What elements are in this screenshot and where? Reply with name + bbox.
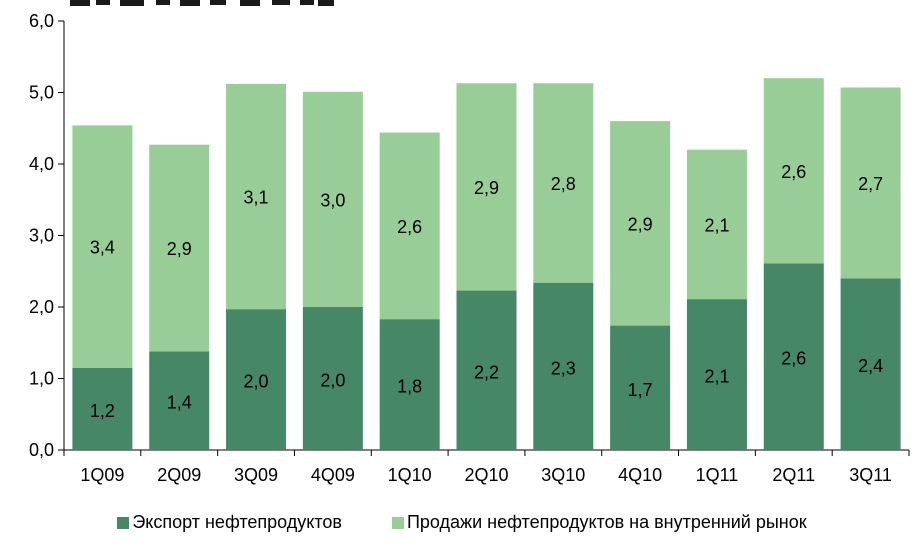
bar-domestic [763,78,824,264]
data-label-domestic: 2,9 [167,239,192,259]
bar-domestic [72,125,133,368]
bars [72,78,901,450]
data-label-domestic: 2,6 [397,217,422,237]
data-label-domestic: 3,4 [90,238,115,258]
bar-domestic [686,149,747,300]
data-label-domestic: 2,9 [474,178,499,198]
data-label-export: 1,4 [167,393,192,413]
y-tick-label: 6,0 [29,11,54,31]
legend-item-export: Экспорт нефтепродуктов [117,512,342,533]
legend: Экспорт нефтепродуктов Продажи нефтепрод… [0,512,924,533]
bar-export [149,351,210,450]
title-fragment-stroke [70,0,90,6]
bar-export [379,319,440,450]
data-label-export: 2,0 [320,371,345,391]
data-label-domestic: 2,9 [628,214,653,234]
data-label-domestic: 2,1 [704,215,729,235]
y-tick-label: 5,0 [29,83,54,103]
cropped-title-fragment [70,0,334,6]
bar-export [610,325,671,450]
title-fragment-stroke [210,0,226,5]
x-tick-label: 2Q09 [157,465,201,485]
legend-swatch-domestic [391,516,404,529]
y-tick-label: 2,0 [29,297,54,317]
bar-domestic [533,83,594,283]
bar-domestic [610,121,671,326]
legend-swatch-export [117,516,130,529]
data-labels: 1,2 3,4 1,4 2,9 2,0 3,1 2,0 3,0 1,8 2,6 2,2 2,9 2,3 2… [90,162,883,421]
title-fragment-stroke [300,0,314,5]
title-fragment-stroke [180,0,200,6]
x-tick-label: 4Q09 [311,465,355,485]
data-label-export: 2,6 [781,349,806,369]
bar-export [456,290,517,450]
y-tick-label: 3,0 [29,226,54,246]
y-tick-label: 0,0 [29,440,54,460]
bar-export [533,282,594,450]
data-label-export: 2,1 [704,367,729,387]
x-tick-label: 3Q09 [234,465,278,485]
title-fragment-stroke [96,0,110,5]
title-fragment-stroke [120,0,144,6]
title-fragment-stroke [318,0,334,6]
x-tick-label: 1Q10 [388,465,432,485]
title-fragment-stroke [156,0,170,5]
data-label-export: 2,4 [858,356,883,376]
bar-domestic [149,144,210,352]
title-fragment-stroke [240,0,260,6]
bar-export [840,278,901,450]
data-label-domestic: 2,7 [858,174,883,194]
bar-domestic [456,83,517,291]
data-label-export: 2,2 [474,362,499,382]
data-label-export: 2,3 [551,358,576,378]
data-label-domestic: 2,8 [551,174,576,194]
bar-domestic [226,83,287,310]
x-tick-label: 3Q11 [849,465,892,485]
axes: 0,0 1,0 2,0 3,0 4,0 5,0 6,0 1Q09 2Q09 3Q09 4Q09 1Q1… [29,11,910,485]
bar-export [302,307,363,450]
bar-export [72,367,133,450]
data-label-export: 1,7 [628,380,653,400]
x-tick-label: 3Q10 [541,465,585,485]
bar-domestic [840,87,901,279]
legend-label-domestic: Продажи нефтепродуктов на внутренний рын… [406,512,807,532]
legend-item-domestic: Продажи нефтепродуктов на внутренний рын… [391,512,807,533]
x-tick-label: 2Q10 [464,465,508,485]
title-fragment-stroke [272,0,290,5]
bar-domestic [302,91,363,307]
legend-label-export: Экспорт нефтепродуктов [132,512,342,532]
bar-export [686,299,747,450]
x-tick-label: 1Q11 [696,465,739,485]
x-tick-label: 1Q09 [80,465,124,485]
y-tick-label: 1,0 [29,369,54,389]
bar-export [763,263,824,450]
x-tick-label: 2Q11 [772,465,815,485]
data-label-export: 2,0 [244,372,269,392]
bar-export [226,309,287,450]
data-label-export: 1,8 [397,377,422,397]
bar-domestic [379,132,440,320]
x-tick-label: 4Q10 [618,465,662,485]
data-label-domestic: 2,6 [781,162,806,182]
y-tick-label: 4,0 [29,154,54,174]
data-label-domestic: 3,1 [244,188,269,208]
stacked-bar-chart: 0,0 1,0 2,0 3,0 4,0 5,0 6,0 1Q09 2Q09 3Q09 4Q09 1Q1… [29,0,910,485]
data-label-export: 1,2 [90,401,115,421]
data-label-domestic: 3,0 [320,190,345,210]
